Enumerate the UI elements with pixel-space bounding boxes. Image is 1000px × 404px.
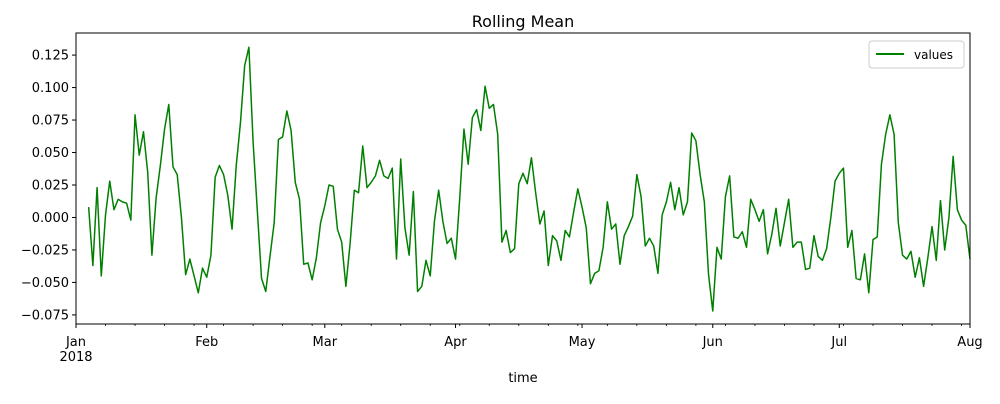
- x-tick-label: May: [569, 335, 596, 350]
- y-tick-label: 0.125: [32, 49, 69, 64]
- x-tick-label: Jun: [702, 335, 723, 350]
- y-tick-label: 0.100: [32, 81, 69, 96]
- y-tick-label: −0.050: [21, 276, 69, 291]
- y-tick-label: 0.075: [32, 114, 69, 129]
- x-tick-sublabel: 2018: [59, 350, 92, 365]
- y-tick-label: −0.025: [21, 243, 69, 258]
- series-line-values: [87, 46, 971, 312]
- x-tick-label: Jul: [830, 335, 847, 350]
- x-axis-label: time: [508, 371, 537, 386]
- legend-box: [868, 40, 965, 69]
- x-tick-label: Feb: [195, 335, 218, 350]
- x-tick-label: Jan: [65, 335, 86, 350]
- y-tick-label: −0.075: [21, 308, 69, 323]
- y-axis-ticks: −0.075 −0.050 −0.025 0.000 0.025 0.050 0.075 0.…: [21, 49, 76, 323]
- plot-frame: [75, 32, 971, 325]
- x-tick-label: Aug: [957, 335, 982, 350]
- y-tick-label: 0.050: [32, 146, 69, 161]
- x-tick-label: Mar: [313, 335, 338, 350]
- chart-title: Rolling Mean: [472, 12, 575, 31]
- y-tick-label: 0.025: [32, 178, 69, 193]
- plot-area: [87, 46, 971, 312]
- x-tick-label: Apr: [444, 335, 467, 350]
- legend: values: [868, 40, 965, 69]
- y-tick-label: 0.000: [32, 211, 69, 226]
- legend-entry-values: values: [914, 48, 953, 62]
